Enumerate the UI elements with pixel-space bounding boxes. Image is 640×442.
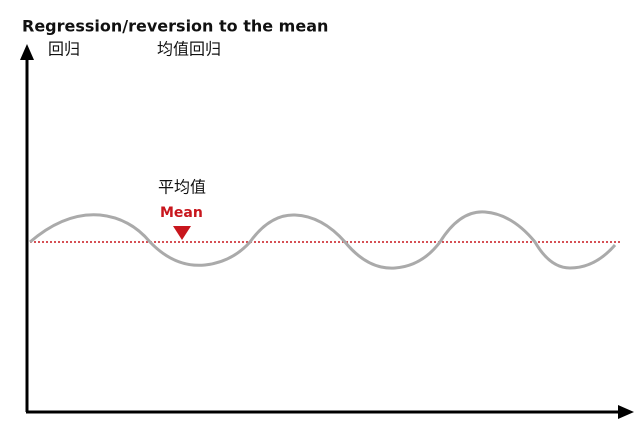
label-mean-cn: 平均值 bbox=[158, 178, 206, 197]
label-mean-en: Mean bbox=[160, 205, 203, 221]
label-mean-reversion: 均值回归 bbox=[157, 40, 221, 59]
title: Regression/reversion to the mean bbox=[22, 17, 328, 36]
y-axis-arrow bbox=[20, 44, 34, 60]
label-regression: 回归 bbox=[48, 40, 80, 59]
x-axis-arrow bbox=[618, 405, 634, 419]
wave bbox=[29, 210, 617, 270]
mean-marker bbox=[173, 226, 191, 240]
